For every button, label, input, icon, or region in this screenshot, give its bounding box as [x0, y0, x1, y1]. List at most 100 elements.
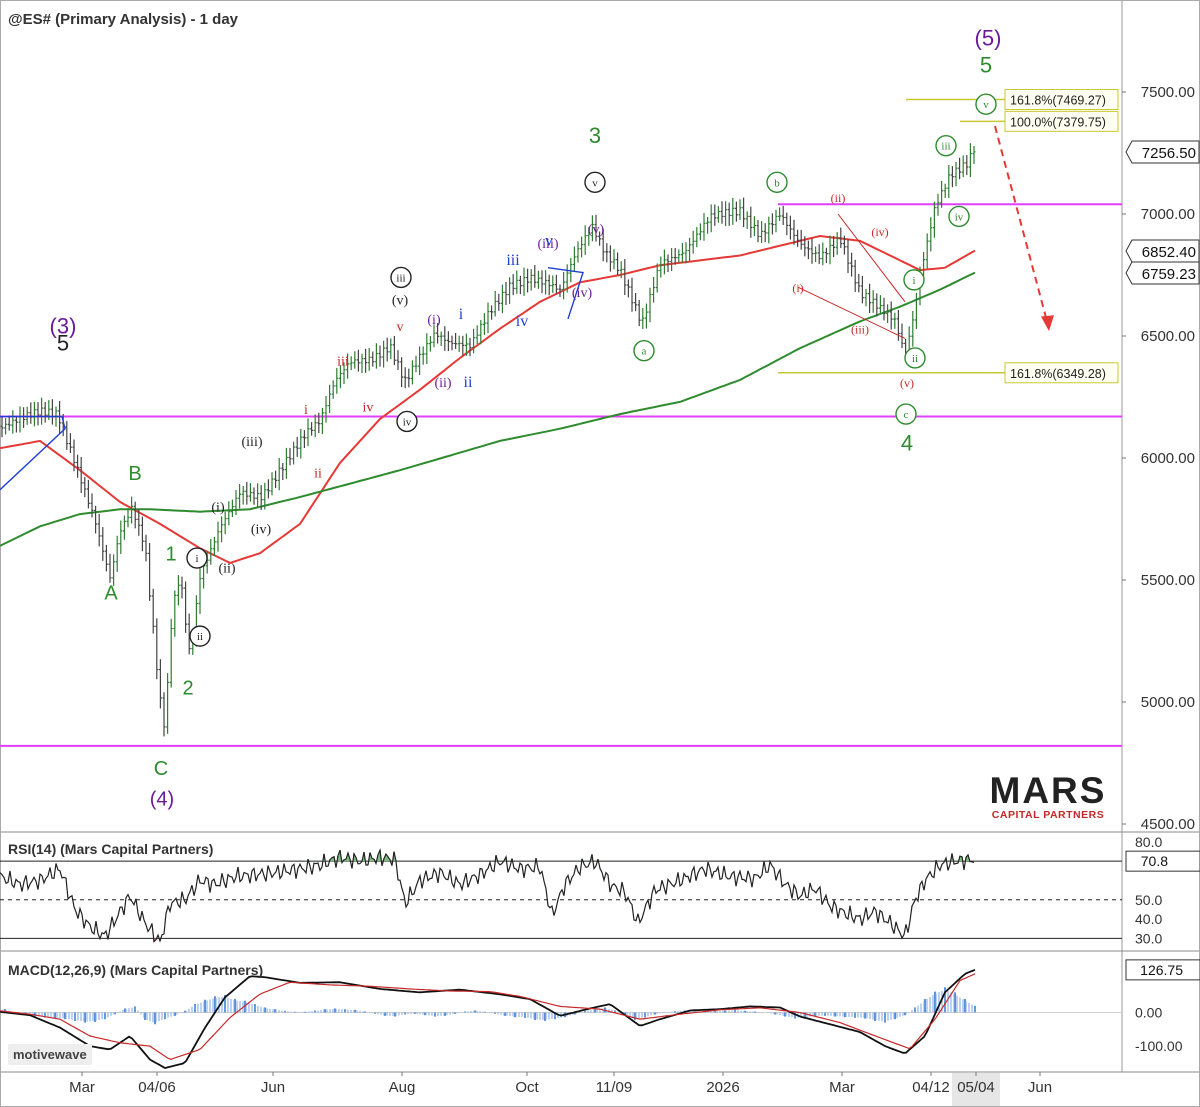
price-tag-label: 7256.50: [1142, 145, 1196, 162]
wave-label: B: [128, 463, 141, 485]
rsi-tick-label: 50.0: [1135, 892, 1162, 908]
wave-label: 4: [901, 431, 913, 456]
wave-label: iv: [516, 313, 528, 330]
fib-label-box: [1004, 88, 1119, 110]
wave-label: v: [545, 233, 553, 250]
wave-label: 1: [165, 543, 176, 565]
fib-label-box: [1004, 110, 1119, 132]
macd-value-label: 126.75: [1140, 962, 1183, 978]
wave-label: 5: [980, 52, 992, 77]
price-tag-label: 6759.23: [1142, 266, 1196, 283]
wave-label: (iii): [538, 237, 559, 252]
x-tick-label: Mar: [829, 1079, 855, 1096]
logo-wordmark: MARS: [989, 770, 1107, 811]
projection-arrowhead: [1041, 315, 1054, 332]
fast-moving-average: [0, 234, 976, 564]
wave-label: 2: [182, 678, 193, 700]
wave-circle-label: ii: [197, 631, 203, 643]
macd-value-tag: [1125, 959, 1200, 981]
wave-label: v: [397, 320, 404, 335]
motivewave-watermark: motivewave: [8, 1044, 92, 1065]
wave-circle-label: b: [774, 177, 780, 189]
red-channel-upper: [837, 213, 906, 303]
wave-circle: [186, 547, 208, 569]
mars-logo: MARS CAPITAL PARTNERS: [978, 770, 1118, 821]
y-tick-label: 7500.00: [1141, 84, 1195, 101]
rsi-value-tag: [1125, 850, 1200, 872]
wave-label: (iv): [572, 286, 593, 301]
x-tick-label: 04/12: [912, 1079, 950, 1096]
y-tick-label: 5000.00: [1141, 694, 1195, 711]
fib-label: 161.8%(7469.27): [1010, 93, 1106, 107]
wave-circle: [975, 93, 997, 115]
rsi-title: RSI(14) (Mars Capital Partners): [8, 841, 214, 857]
price-axis-bg: [1122, 0, 1200, 1072]
chart-title: @ES# (Primary Analysis) - 1 day: [8, 11, 239, 28]
wave-label: A: [104, 583, 118, 605]
rsi-tick-label: 40.0: [1135, 911, 1162, 927]
slow-moving-average: [0, 271, 976, 547]
macd-signal-line: [0, 973, 976, 1060]
wave-label: iii: [337, 354, 349, 369]
x-tick-label: Jun: [1028, 1079, 1052, 1096]
wave-circle-label: iii: [396, 272, 405, 284]
wave-label: ii: [314, 467, 322, 482]
wave-label: (ii): [218, 562, 235, 577]
macd-line: [0, 968, 976, 1069]
wave-label: (5): [975, 26, 1002, 51]
wave-label: (ii): [831, 191, 846, 205]
wave-label: (iv): [251, 523, 272, 538]
rsi-tick-label: 30.0: [1135, 930, 1162, 946]
wave-circle-label: ii: [912, 353, 918, 365]
wave-label: C: [154, 758, 168, 780]
wave-circle: [903, 269, 925, 291]
wave-label: i: [304, 403, 308, 418]
wave-label: (i): [792, 281, 803, 295]
x-tick-label: 2026: [706, 1079, 739, 1096]
wave-label: 3: [589, 123, 601, 148]
y-tick-label: 6500.00: [1141, 328, 1195, 345]
wave-label: (iii): [851, 323, 869, 337]
macd-tick-label: -100.00: [1135, 1038, 1183, 1054]
wave-label: (3): [50, 314, 77, 339]
x-tick-label: 04/06: [138, 1079, 176, 1096]
wave-circle: [396, 410, 418, 433]
wave-label: (iii): [242, 435, 263, 450]
blue-wedge-left: [0, 415, 66, 491]
fib-label: 161.8%(6349.28): [1010, 367, 1106, 381]
wave-label: (iv): [871, 225, 888, 239]
y-tick-label: 4500.00: [1141, 816, 1195, 833]
wave-circle-label: iii: [941, 141, 950, 153]
wave-label: (v): [392, 293, 409, 308]
x-tick-label: 11/09: [596, 1079, 632, 1096]
wave-label: (v): [588, 223, 605, 238]
y-tick-label: 6000.00: [1141, 450, 1195, 467]
wave-label: (4): [150, 789, 174, 811]
rsi-tick-label: 80.0: [1135, 834, 1162, 850]
wave-circle-label: iv: [403, 416, 412, 428]
wave-label: (v): [900, 376, 914, 390]
wave-label: i: [459, 306, 464, 323]
wave-circle: [904, 347, 926, 369]
y-tick-label: 5500.00: [1141, 572, 1195, 589]
wave-circle-label: v: [592, 177, 598, 189]
wave-label: ii: [464, 374, 473, 391]
x-tick-label: 05/04: [957, 1079, 995, 1096]
wave-circle-label: v: [983, 99, 989, 111]
price-tag-label: 6852.40: [1142, 244, 1196, 261]
wave-circle-label: i: [912, 275, 915, 287]
wave-circle: [633, 339, 655, 362]
x-tick-label: Aug: [389, 1079, 416, 1096]
wave-label: (ii): [434, 376, 451, 391]
x-tick-label: Jun: [261, 1079, 285, 1096]
blue-triangle: [547, 266, 584, 320]
wave-circle: [189, 625, 211, 647]
wave-circle: [935, 134, 957, 157]
wave-circle: [895, 403, 917, 425]
y-tick-label: 7000.00: [1141, 206, 1195, 223]
current-date-highlight: [952, 1073, 1000, 1106]
wave-circle: [390, 266, 412, 289]
wave-label: iii: [506, 252, 520, 269]
macd-tick-label: 0.00: [1135, 1005, 1162, 1021]
